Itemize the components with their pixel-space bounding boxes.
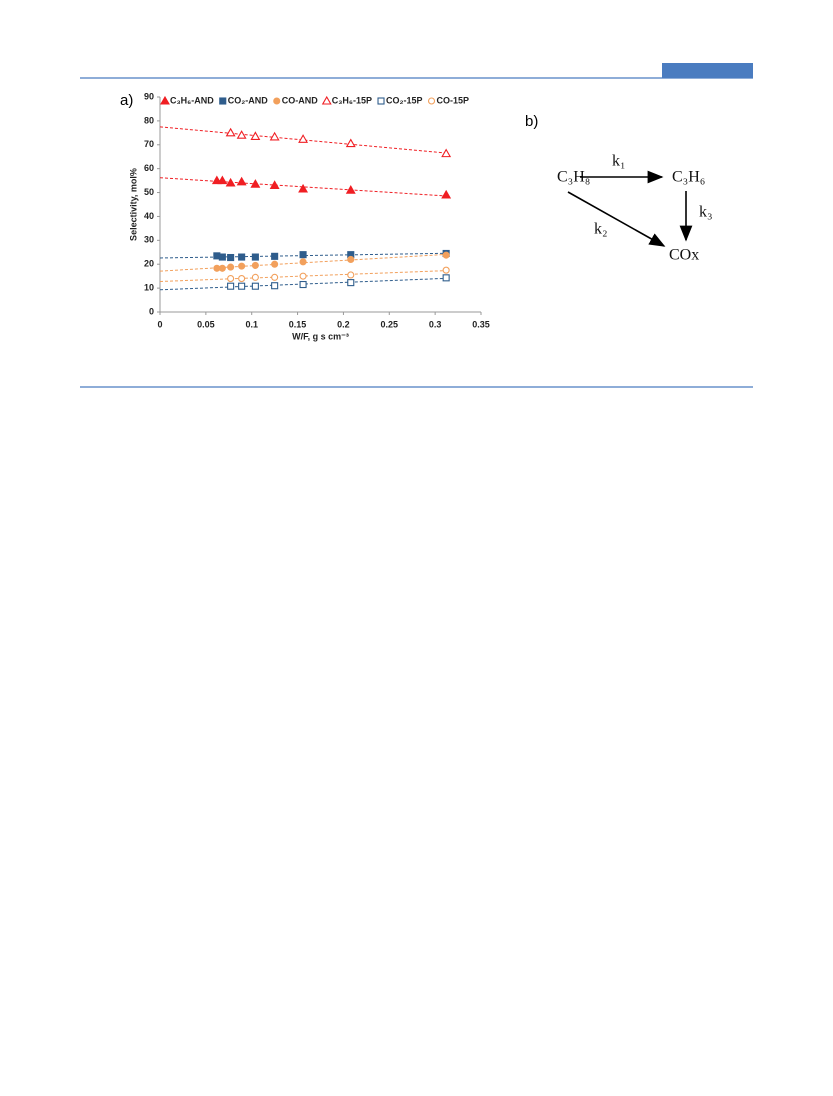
- trendline: [159, 252, 447, 259]
- point: [271, 260, 279, 268]
- x-tick-label: 0.25: [381, 319, 399, 329]
- point: [347, 255, 355, 263]
- point: [299, 251, 307, 259]
- trendline: [159, 177, 447, 197]
- edge-label: k₁: [612, 153, 626, 170]
- point: [299, 280, 307, 289]
- point: [442, 266, 450, 274]
- legend-label: C₃H₆-15P: [332, 95, 372, 105]
- point: [347, 271, 355, 279]
- point: [251, 253, 259, 261]
- legend-marker: [321, 95, 332, 105]
- point: [251, 273, 259, 281]
- legend-label: CO₂-AND: [228, 95, 268, 105]
- y-tick-label: 60: [144, 163, 154, 173]
- y-tick-label: 20: [144, 259, 154, 269]
- x-tick-label: 0.15: [289, 319, 307, 329]
- point: [271, 282, 279, 290]
- point: [251, 261, 259, 269]
- legend-label: CO-AND: [282, 95, 318, 105]
- y-tick-label: 40: [144, 211, 154, 221]
- point: [236, 130, 247, 139]
- arrow: [567, 191, 666, 247]
- point: [218, 264, 226, 272]
- y-axis-label: Selectivity, mol%: [128, 168, 138, 241]
- point: [442, 251, 450, 259]
- point: [238, 262, 246, 270]
- point: [227, 282, 235, 290]
- point: [271, 273, 279, 281]
- y-tick-label: 50: [144, 187, 154, 197]
- legend-marker: [273, 97, 281, 105]
- y-tick-label: 70: [144, 139, 154, 149]
- point: [218, 253, 226, 261]
- x-tick-label: 0.2: [337, 319, 350, 329]
- y-tick-label: 80: [144, 115, 154, 125]
- point: [271, 252, 279, 260]
- chart: 0 10 20 30 40 50 60 70 80 90 0 0.05 0.1 0.15 0.2 0.25 0.…: [128, 91, 489, 341]
- point: [299, 272, 307, 280]
- point: [227, 263, 235, 271]
- point: [345, 138, 356, 148]
- node-label: COx: [669, 247, 699, 264]
- legend-label: CO-15P: [437, 95, 470, 105]
- node-label: C₃H₈: [557, 169, 590, 186]
- y-tick-label: 10: [144, 282, 154, 292]
- panel-label: a): [120, 92, 133, 109]
- edge-label: k₂: [594, 221, 608, 238]
- y-tick-label: 30: [144, 235, 154, 245]
- x-axis-label: W/F, g s cm⁻³: [292, 331, 349, 341]
- point: [347, 279, 355, 287]
- point: [238, 275, 246, 283]
- point: [251, 282, 259, 290]
- x-tick-label: 0: [157, 319, 162, 329]
- trendline: [159, 277, 447, 291]
- panel-label: b): [525, 113, 538, 130]
- legend-label: C₃H₆-AND: [170, 95, 214, 105]
- y-tick-label: 0: [149, 306, 154, 316]
- point: [236, 176, 247, 186]
- trendline: [159, 253, 447, 272]
- point: [298, 183, 309, 193]
- point: [225, 177, 236, 187]
- point: [269, 180, 280, 189]
- legend-marker: [219, 97, 227, 105]
- legend-marker: [377, 97, 385, 105]
- node-label: C₃H₆: [672, 169, 705, 186]
- point: [227, 275, 235, 283]
- point: [238, 253, 246, 261]
- x-tick-label: 0.3: [429, 319, 442, 329]
- point: [250, 131, 261, 140]
- legend-label: CO₂-15P: [386, 95, 423, 105]
- point: [250, 179, 261, 188]
- point: [298, 134, 309, 143]
- point: [441, 148, 452, 158]
- point: [441, 189, 452, 199]
- point: [217, 175, 228, 185]
- y-tick-label: 90: [144, 91, 154, 101]
- legend-marker: [427, 97, 436, 105]
- x-tick-label: 0.05: [197, 319, 215, 329]
- trendline: [159, 126, 447, 154]
- point: [299, 258, 307, 266]
- diagram: C₃H₈ C₃H₆ COx k₁ k₂ k₃: [557, 153, 713, 264]
- point: [345, 185, 356, 194]
- x-tick-label: 0.1: [245, 319, 258, 329]
- point: [442, 274, 450, 282]
- point: [227, 253, 235, 262]
- legend-marker: [160, 95, 170, 105]
- point: [269, 131, 280, 141]
- point: [238, 282, 246, 290]
- point: [225, 127, 236, 137]
- trendline: [159, 270, 447, 282]
- edge-label: k₃: [699, 204, 713, 221]
- header-block: [662, 63, 753, 78]
- x-tick-label: 0.35: [472, 319, 490, 329]
